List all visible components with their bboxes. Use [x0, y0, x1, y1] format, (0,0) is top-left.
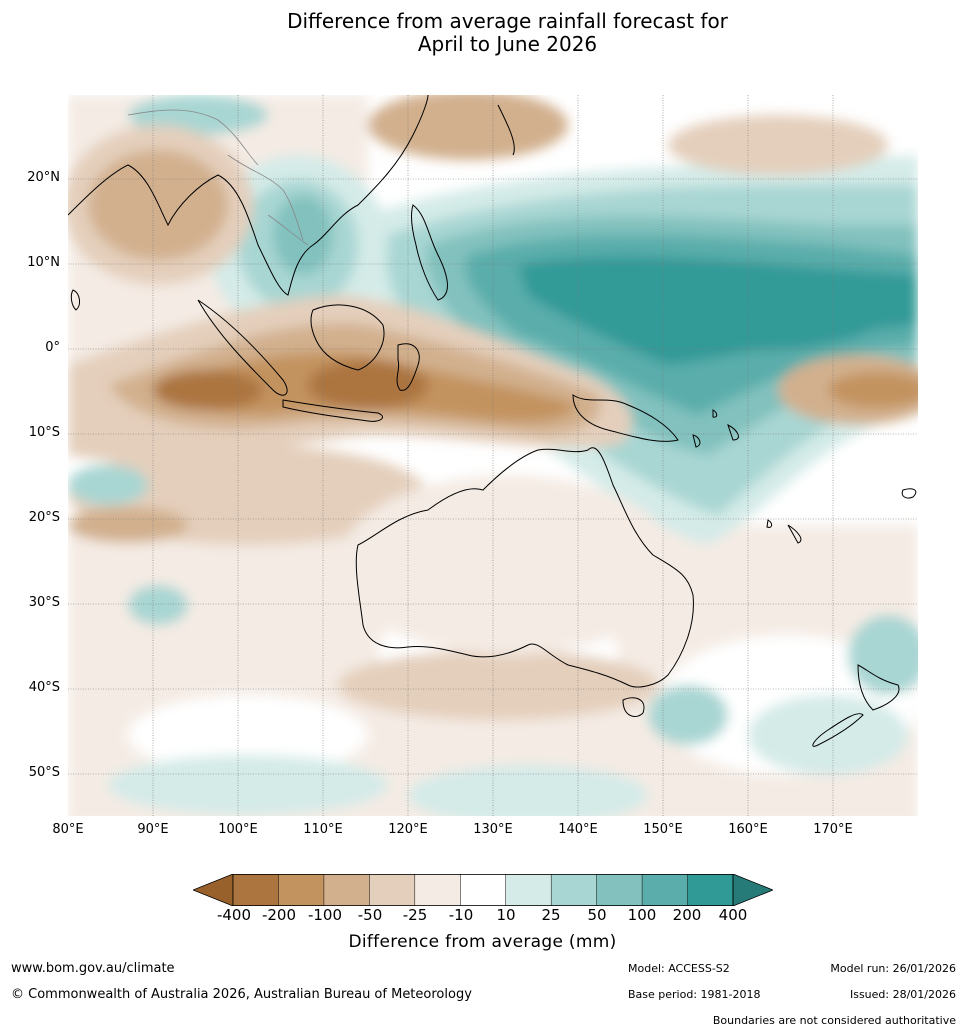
legend-tick-neg400: -400	[216, 906, 252, 924]
contour-wet-south-7	[748, 695, 908, 775]
footer-issued: Issued: 28/01/2026	[849, 988, 956, 1001]
lon-label-100e: 100°E	[218, 822, 258, 837]
lat-label-30s: 30°S	[28, 595, 60, 610]
legend-colorbar	[193, 874, 773, 906]
legend-tick-400: 400	[718, 906, 748, 924]
contour-wet-south-2	[128, 585, 188, 625]
contour-wet-south-5	[108, 755, 388, 815]
lat-label-0: 0°	[45, 340, 60, 355]
contour-neutral-1	[128, 695, 368, 775]
contour-dry-china-50	[368, 95, 568, 160]
lat-label-20s: 20°S	[28, 510, 60, 525]
coast-philippines	[411, 204, 448, 301]
contour-dry-200-indonesia-west	[153, 370, 263, 410]
legend-tick-100: 100	[627, 906, 657, 924]
legend-tick-neg10: -10	[448, 906, 474, 924]
lon-label-150e: 150°E	[643, 822, 683, 837]
lon-label-110e: 110°E	[303, 822, 343, 837]
coast-sri-lanka	[70, 289, 81, 311]
legend-tick-neg50: -50	[357, 906, 383, 924]
coast-sulawesi	[396, 343, 420, 391]
legend-tick-neg100: -100	[307, 906, 343, 924]
coast-japan	[497, 104, 515, 156]
legend-swatch	[278, 874, 324, 906]
country-borders	[127, 109, 309, 246]
lat-label-50s: 50°S	[28, 765, 60, 780]
legend-tick-200: 200	[672, 906, 702, 924]
legend-swatch	[687, 874, 733, 906]
coast-new-guinea	[572, 394, 679, 442]
legend-swatch	[460, 874, 506, 906]
lon-label-90e: 90°E	[137, 822, 169, 837]
lon-label-160e: 160°E	[728, 822, 768, 837]
chart-title: Difference from average rainfall forecas…	[0, 10, 965, 56]
title-line-2: April to June 2026	[417, 32, 598, 56]
coast-borneo	[310, 304, 385, 371]
coast-java	[282, 399, 383, 422]
coast-asia-mainland	[68, 95, 429, 296]
legend-arrow-below	[193, 874, 234, 906]
legend-swatch	[505, 874, 552, 906]
legend-tick-neg200: -200	[261, 906, 297, 924]
title-line-1: Difference from average rainfall forecas…	[287, 9, 728, 33]
legend-swatch	[233, 874, 279, 906]
lon-label-170e: 170°E	[813, 822, 853, 837]
legend-swatch	[323, 874, 370, 906]
legend-border	[232, 874, 734, 906]
legend-swatch	[414, 874, 461, 906]
footer-website[interactable]: www.bom.gov.au/climate	[11, 961, 175, 976]
contour-wet-south-1	[68, 465, 148, 505]
legend-tick-50: 50	[587, 906, 607, 924]
legend-title: Difference from average (mm)	[348, 932, 617, 952]
anomaly-contours	[68, 95, 918, 816]
legend-arrow-above	[732, 874, 773, 906]
rainfall-anomaly-map[interactable]	[68, 95, 918, 816]
contour-wet-south-3	[648, 685, 728, 745]
legend-tick-10: 10	[496, 906, 516, 924]
lon-label-120e: 120°E	[388, 822, 428, 837]
lon-label-80e: 80°E	[52, 822, 84, 837]
footer-base-period: Base period: 1981-2018	[628, 988, 761, 1001]
graticule	[68, 95, 918, 816]
contour-dry-sw-pacific-100	[828, 372, 918, 408]
footer-model: Model: ACCESS-S2	[628, 962, 730, 975]
contour-wet-indochina-100	[273, 195, 333, 275]
legend-swatch	[551, 874, 597, 906]
legend-tick-neg25: -25	[402, 906, 428, 924]
contour-dry-india-50	[88, 150, 228, 260]
coast-nz-south	[812, 713, 864, 747]
coastlines	[68, 95, 900, 747]
coast-australia	[355, 447, 694, 688]
contour-wet-south-4	[848, 615, 918, 695]
footer-copyright: © Commonwealth of Australia 2026, Austra…	[11, 987, 472, 1002]
pacific-islands	[692, 409, 917, 544]
contour-australia-interior	[338, 475, 678, 655]
lat-label-10n: 10°N	[27, 255, 60, 270]
footer-disclaimer: Boundaries are not considered authoritat…	[712, 1014, 956, 1027]
contour-dry-south-indian-50	[68, 507, 188, 543]
lat-label-40s: 40°S	[28, 680, 60, 695]
lon-label-130e: 130°E	[473, 822, 513, 837]
lon-label-140e: 140°E	[558, 822, 598, 837]
coast-nz-north	[857, 664, 900, 711]
legend-swatch	[369, 874, 415, 906]
lat-label-20n: 20°N	[27, 170, 60, 185]
legend-tick-25: 25	[541, 906, 561, 924]
contour-wet-south-6	[408, 765, 648, 816]
contour-dry-south-australia	[338, 650, 658, 720]
legend-swatch	[596, 874, 643, 906]
coast-sumatra	[197, 299, 288, 396]
contour-wet-tibet	[128, 95, 268, 135]
legend-swatch	[642, 874, 688, 906]
contour-wet-max-pacific	[628, 270, 888, 350]
footer-model-run: Model run: 26/01/2026	[830, 962, 956, 975]
contour-dry-pacific-nw	[668, 115, 888, 175]
lat-label-10s: 10°S	[28, 425, 60, 440]
coast-tasmania	[622, 697, 645, 717]
